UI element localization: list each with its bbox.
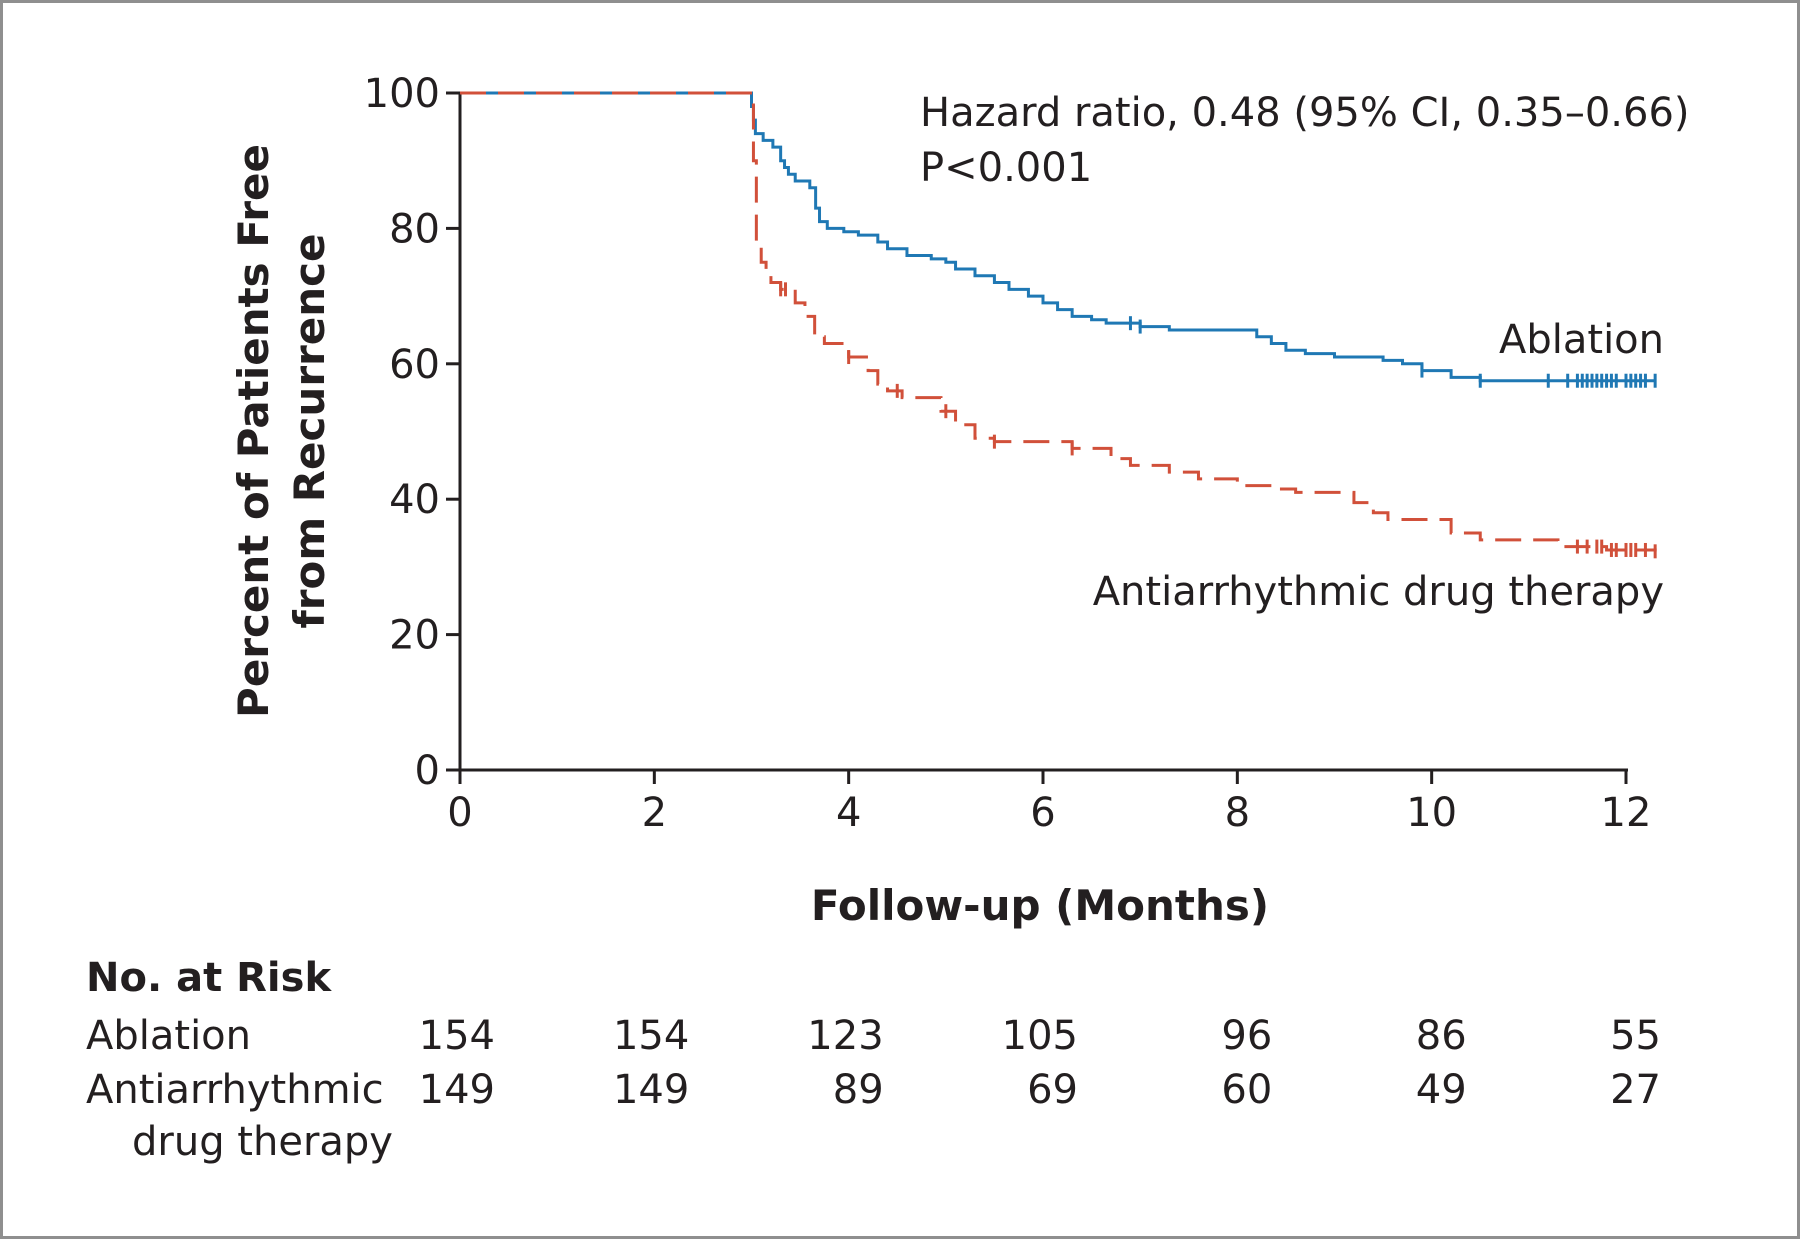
x-tick-label-0: 0: [447, 790, 472, 836]
risk-value-drug-therapy: 27: [1610, 1067, 1661, 1113]
y-tick-label-100: 100: [364, 71, 440, 117]
risk-value-ablation: 154: [418, 1013, 495, 1059]
y-axis-label-line1: Percent of Patients Free: [229, 144, 278, 718]
x-axis-label: Follow-up (Months): [811, 881, 1269, 930]
risk-value-drug-therapy: 89: [832, 1067, 884, 1113]
risk-value-drug-therapy: 149: [418, 1067, 495, 1113]
km-curve-ablation: [460, 91, 1656, 383]
hazard-ratio-text: Hazard ratio, 0.48 (95% CI, 0.35–0.66): [920, 90, 1690, 136]
risk-value-drug-therapy: 49: [1415, 1067, 1467, 1113]
km-curve-drug-therapy: [460, 91, 1657, 552]
y-tick-label-0: 0: [415, 748, 440, 794]
risk-value-ablation: 123: [807, 1013, 884, 1059]
x-tick-label-2: 2: [642, 790, 667, 836]
risk-row-label-drug-therapy: Antiarrhythmic: [86, 1067, 384, 1113]
x-tick-label-8: 8: [1225, 790, 1250, 836]
risk-value-drug-therapy: 69: [1027, 1067, 1078, 1113]
risk-value-ablation: 86: [1415, 1013, 1467, 1059]
y-tick-label-20: 20: [389, 613, 440, 659]
y-tick-label-80: 80: [389, 206, 440, 252]
risk-value-ablation: 154: [612, 1013, 690, 1059]
risk-row-label-ablation: Ablation: [86, 1013, 251, 1059]
p-value-text: P<0.001: [920, 145, 1092, 191]
y-axis-label-line2: from Recurrence: [285, 233, 334, 628]
risk-value-drug-therapy: 60: [1221, 1067, 1273, 1113]
risk-value-ablation: 55: [1610, 1013, 1661, 1059]
risk-row-label-drug-therapy-line2: drug therapy: [132, 1119, 393, 1165]
x-tick-label-4: 4: [836, 790, 861, 836]
risk-value-ablation: 105: [1001, 1013, 1078, 1059]
risk-table-title: No. at Risk: [86, 955, 332, 1001]
series-label-ablation: Ablation: [1499, 317, 1664, 363]
y-tick-label-40: 40: [389, 477, 440, 523]
y-tick-label-60: 60: [389, 342, 440, 388]
x-tick-label-12: 12: [1601, 790, 1652, 836]
x-tick-label-10: 10: [1406, 790, 1457, 836]
risk-value-drug-therapy: 149: [612, 1067, 690, 1113]
series-label-drug-therapy: Antiarrhythmic drug therapy: [1093, 569, 1664, 615]
x-tick-label-6: 6: [1030, 790, 1055, 836]
risk-value-ablation: 96: [1221, 1013, 1273, 1059]
